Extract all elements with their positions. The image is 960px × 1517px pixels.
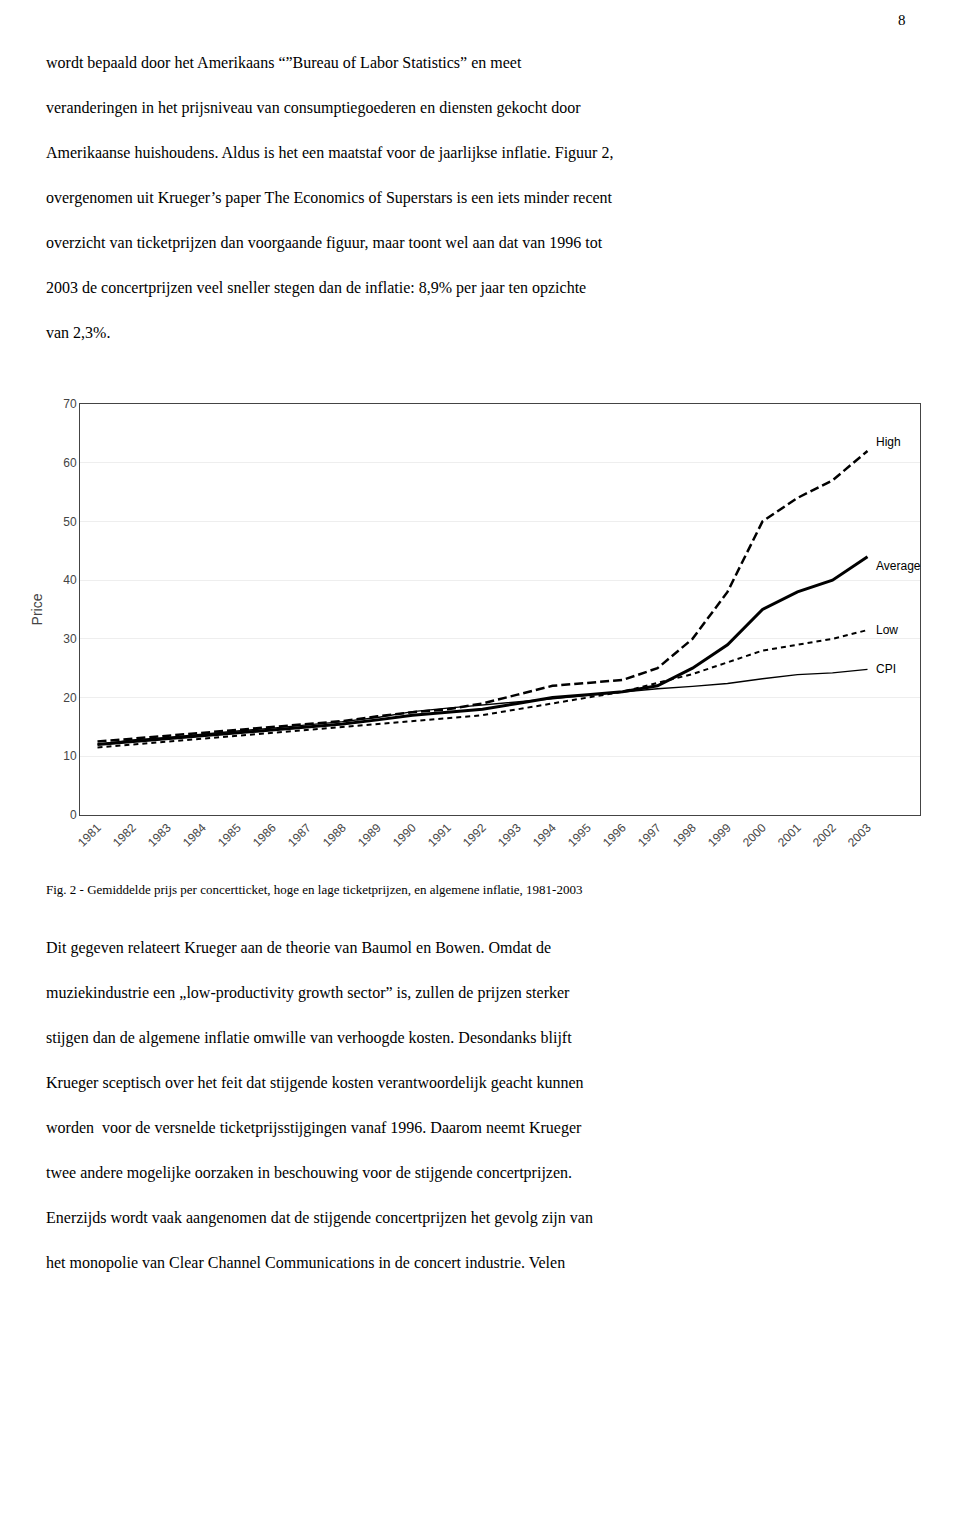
svg-text:1999: 1999 (705, 821, 734, 850)
svg-text:1987: 1987 (285, 821, 314, 850)
svg-text:Average: Average (876, 559, 921, 573)
html-text:wordt bepaald door het Amerika: wordt bepaald door het Amerikaans “”Bure… (46, 54, 522, 71)
svg-text:1996: 1996 (600, 821, 629, 850)
html-text:Fig. 2 - Gemiddelde prijs per: Fig. 2 - Gemiddelde prijs per concerttic… (46, 882, 583, 897)
svg-text:1981: 1981 (75, 821, 104, 850)
svg-text:0: 0 (70, 808, 77, 822)
svg-text:Price: Price (29, 593, 45, 625)
svg-text:2002: 2002 (810, 821, 839, 850)
svg-text:50: 50 (63, 515, 77, 529)
svg-text:1993: 1993 (495, 821, 524, 850)
svg-text:1991: 1991 (425, 821, 454, 850)
svg-text:High: High (876, 435, 901, 449)
svg-text:60: 60 (63, 456, 77, 470)
svg-text:30: 30 (63, 632, 77, 646)
svg-text:1992: 1992 (460, 821, 489, 850)
html-text:Enerzijds wordt vaak aangenome: Enerzijds wordt vaak aangenomen dat de s… (46, 1209, 593, 1226)
svg-text:1982: 1982 (110, 821, 139, 850)
svg-text:2003: 2003 (845, 821, 874, 850)
svg-text:1989: 1989 (355, 821, 384, 850)
svg-text:40: 40 (63, 573, 77, 587)
html-text:twee andere mogelijke oorzaken: twee andere mogelijke oorzaken in bescho… (46, 1164, 572, 1181)
svg-text:2000: 2000 (740, 821, 769, 850)
svg-text:1994: 1994 (530, 821, 559, 850)
html-text:veranderingen in het prijsnive: veranderingen in het prijsniveau van con… (46, 99, 581, 116)
html-text:overzicht van ticketprijzen da: overzicht van ticketprijzen dan voorgaan… (46, 234, 603, 251)
svg-text:1998: 1998 (670, 821, 699, 850)
svg-text:CPI: CPI (876, 662, 896, 676)
html-text:muziekindustrie een „low-produ: muziekindustrie een „low-productivity gr… (46, 984, 570, 1001)
html-text:overgenomen uit Krueger’s pape: overgenomen uit Krueger’s paper The Econ… (46, 189, 612, 206)
svg-text:20: 20 (63, 691, 77, 705)
svg-text:1997: 1997 (635, 821, 664, 850)
svg-text:1984: 1984 (180, 821, 209, 850)
html-text:Krueger sceptisch over het fei: Krueger sceptisch over het feit dat stij… (46, 1074, 584, 1091)
html-text:stijgen dan de algemene inflat: stijgen dan de algemene inflatie omwille… (46, 1029, 572, 1046)
html-text:Amerikaanse huishoudens. Aldus: Amerikaanse huishoudens. Aldus is het ee… (46, 144, 614, 161)
html-text:2003 de concertprijzen veel sn: 2003 de concertprijzen veel sneller steg… (46, 279, 587, 296)
html-text:het monopolie van Clear Channe: het monopolie van Clear Channel Communic… (46, 1254, 566, 1271)
svg-text:1988: 1988 (320, 821, 349, 850)
html-text:worden voor de versnelde ticke: worden voor de versnelde ticketprijsstij… (46, 1119, 582, 1136)
svg-text:10: 10 (63, 749, 77, 763)
svg-text:2001: 2001 (775, 821, 804, 850)
html-text:8: 8 (898, 12, 906, 28)
html-text:van 2,3%.: van 2,3%. (46, 324, 111, 341)
svg-text:1986: 1986 (250, 821, 279, 850)
svg-text:1983: 1983 (145, 821, 174, 850)
svg-text:Low: Low (876, 623, 898, 637)
svg-text:1985: 1985 (215, 821, 244, 850)
svg-text:1990: 1990 (390, 821, 419, 850)
svg-text:1995: 1995 (565, 821, 594, 850)
html-text:Dit gegeven relateert Krueger: Dit gegeven relateert Krueger aan de the… (46, 939, 552, 956)
svg-text:70: 70 (63, 397, 77, 411)
